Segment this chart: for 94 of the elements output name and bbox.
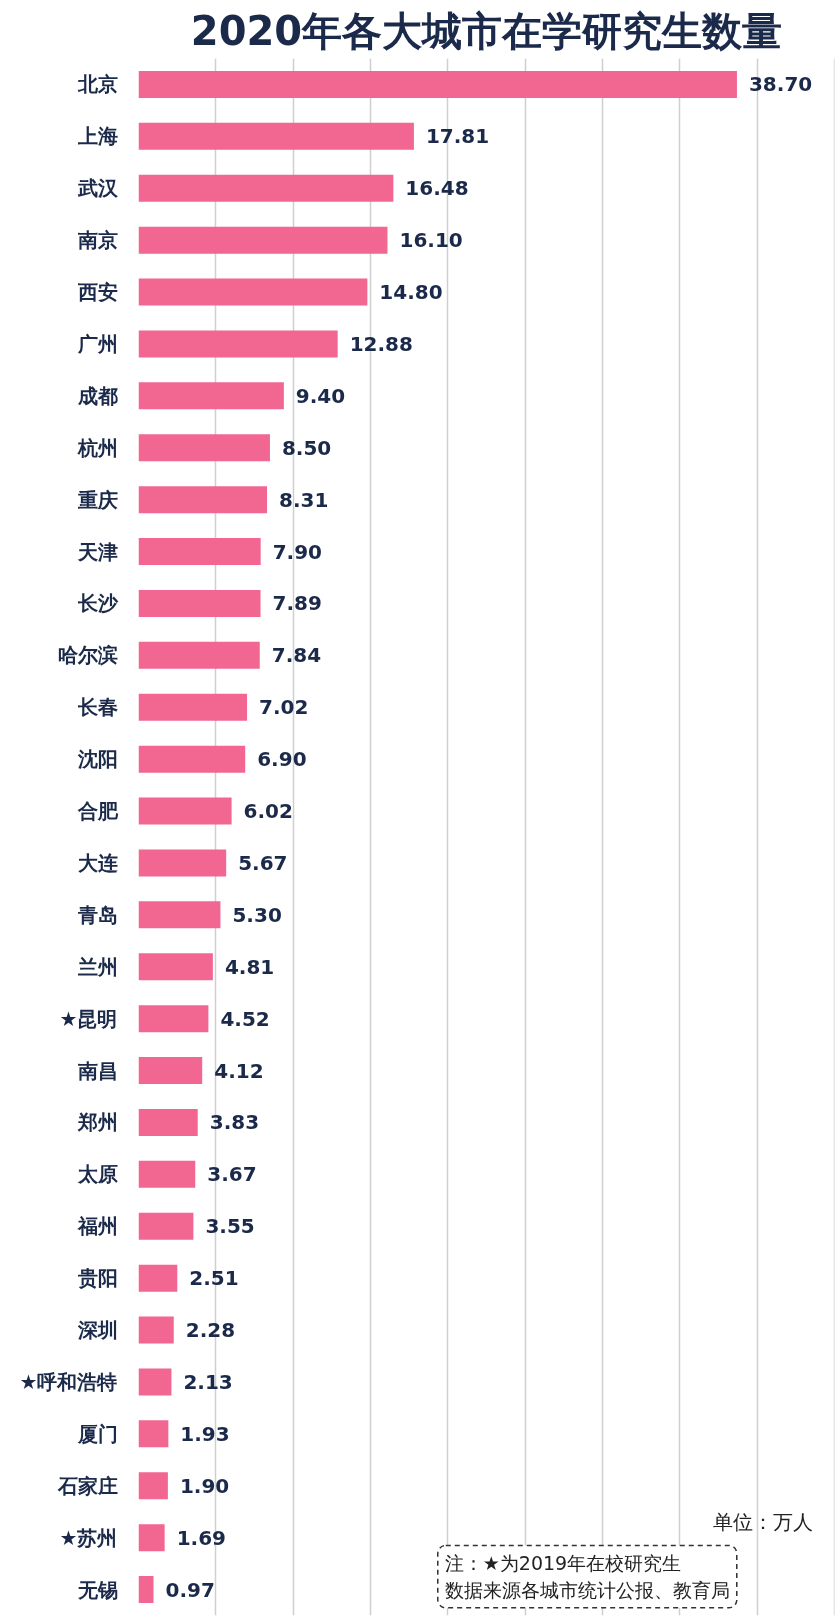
bar — [138, 1524, 165, 1552]
data-label: 0.97 — [165, 1577, 215, 1602]
data-label: 8.50 — [281, 435, 332, 460]
data-label: 3.67 — [207, 1162, 257, 1187]
y-tick-label: 重庆 — [76, 487, 118, 512]
bar — [138, 745, 246, 773]
bar — [138, 382, 284, 410]
annotation: 数据来源各城市统计公报、教育局 — [444, 1578, 730, 1601]
bar — [138, 1316, 174, 1344]
data-label: 38.70 — [748, 72, 813, 97]
data-label: 2.51 — [189, 1266, 239, 1291]
y-tick-label: 成都 — [76, 383, 118, 408]
y-tick-label: 沈阳 — [76, 747, 118, 772]
y-tick-label: 郑州 — [76, 1110, 118, 1135]
data-label: 3.55 — [205, 1214, 255, 1239]
bar — [138, 278, 368, 306]
y-tick-label: 北京 — [76, 72, 118, 97]
y-tick-label: 长春 — [76, 695, 118, 720]
y-tick-label: 杭州 — [76, 435, 118, 460]
y-tick-label: 无锡 — [76, 1577, 118, 1602]
data-label: 7.84 — [271, 643, 322, 668]
data-label: 6.90 — [257, 747, 307, 772]
data-label: 12.88 — [349, 331, 413, 356]
bar — [138, 953, 213, 981]
y-tick-label: 贵阳 — [76, 1266, 118, 1291]
y-tick-label: 天津 — [76, 539, 118, 564]
y-tick-label: 上海 — [76, 124, 118, 149]
y-tick-label: 广州 — [76, 331, 118, 356]
y-tick-label: 太原 — [76, 1162, 118, 1187]
data-label: 2.13 — [183, 1369, 233, 1394]
data-label: 5.30 — [232, 902, 282, 927]
data-label: 8.31 — [279, 487, 329, 512]
y-tick-label: ★呼和浩特 — [19, 1369, 118, 1394]
y-tick-label: 南京 — [76, 228, 118, 253]
y-tick-label: 福州 — [76, 1214, 118, 1239]
bar — [138, 797, 232, 825]
y-tick-label: 南昌 — [76, 1058, 118, 1083]
bar — [138, 693, 248, 721]
bar — [138, 226, 388, 254]
y-tick-label: 长沙 — [76, 591, 119, 616]
bar — [138, 1264, 178, 1292]
y-tick-label: ★昆明 — [59, 1006, 118, 1031]
data-label: 1.69 — [176, 1525, 226, 1550]
data-label: 2.28 — [185, 1318, 236, 1343]
bar — [138, 330, 338, 358]
data-label: 5.67 — [238, 850, 288, 875]
data-label: 16.10 — [399, 228, 463, 253]
bar — [138, 434, 270, 462]
bar — [138, 1472, 168, 1500]
data-label: 14.80 — [379, 280, 443, 305]
data-label: 7.02 — [259, 695, 309, 720]
data-label: 4.81 — [224, 954, 275, 979]
y-tick-label: 深圳 — [76, 1318, 118, 1343]
data-label: 3.83 — [209, 1110, 260, 1135]
chart-title: 2020年各大城市在学研究生数量 — [190, 7, 783, 54]
data-label: 7.89 — [272, 591, 322, 616]
bar — [138, 589, 261, 617]
bar — [138, 1005, 209, 1033]
bar — [138, 1368, 172, 1396]
bar — [138, 1576, 154, 1604]
bar — [138, 486, 267, 514]
y-tick-label: 兰州 — [76, 954, 118, 979]
y-tick-label: 青岛 — [76, 902, 118, 927]
bar — [138, 1108, 198, 1136]
data-label: 1.90 — [179, 1473, 230, 1498]
bar — [138, 901, 221, 929]
annotation: 单位：万人 — [712, 1510, 813, 1535]
data-label: 7.90 — [272, 539, 323, 564]
bar — [138, 849, 227, 877]
y-tick-label: 武汉 — [76, 176, 119, 201]
bar — [138, 641, 260, 669]
y-tick-label: 石家庄 — [56, 1473, 118, 1498]
bar — [138, 1420, 169, 1448]
y-tick-label: 西安 — [76, 280, 118, 305]
y-tick-label: ★苏州 — [59, 1525, 118, 1550]
data-label: 17.81 — [425, 124, 490, 149]
data-label: 9.40 — [295, 383, 346, 408]
bar — [138, 538, 261, 566]
bar — [138, 1212, 194, 1240]
bar — [138, 1160, 196, 1188]
data-label: 16.48 — [405, 176, 469, 201]
y-tick-label: 厦门 — [76, 1421, 118, 1446]
bar — [138, 174, 394, 202]
y-tick-label: 哈尔滨 — [57, 643, 118, 668]
bar — [138, 1057, 203, 1085]
annotation: 注：★为2019年在校研究生 — [444, 1552, 682, 1575]
data-label: 4.12 — [214, 1058, 264, 1083]
data-label: 1.93 — [180, 1421, 230, 1446]
y-tick-label: 大连 — [77, 850, 118, 875]
bar — [138, 70, 737, 98]
data-label: 6.02 — [243, 799, 293, 824]
bar — [138, 122, 414, 150]
y-tick-label: 合肥 — [76, 799, 119, 824]
data-label: 4.52 — [220, 1006, 270, 1031]
